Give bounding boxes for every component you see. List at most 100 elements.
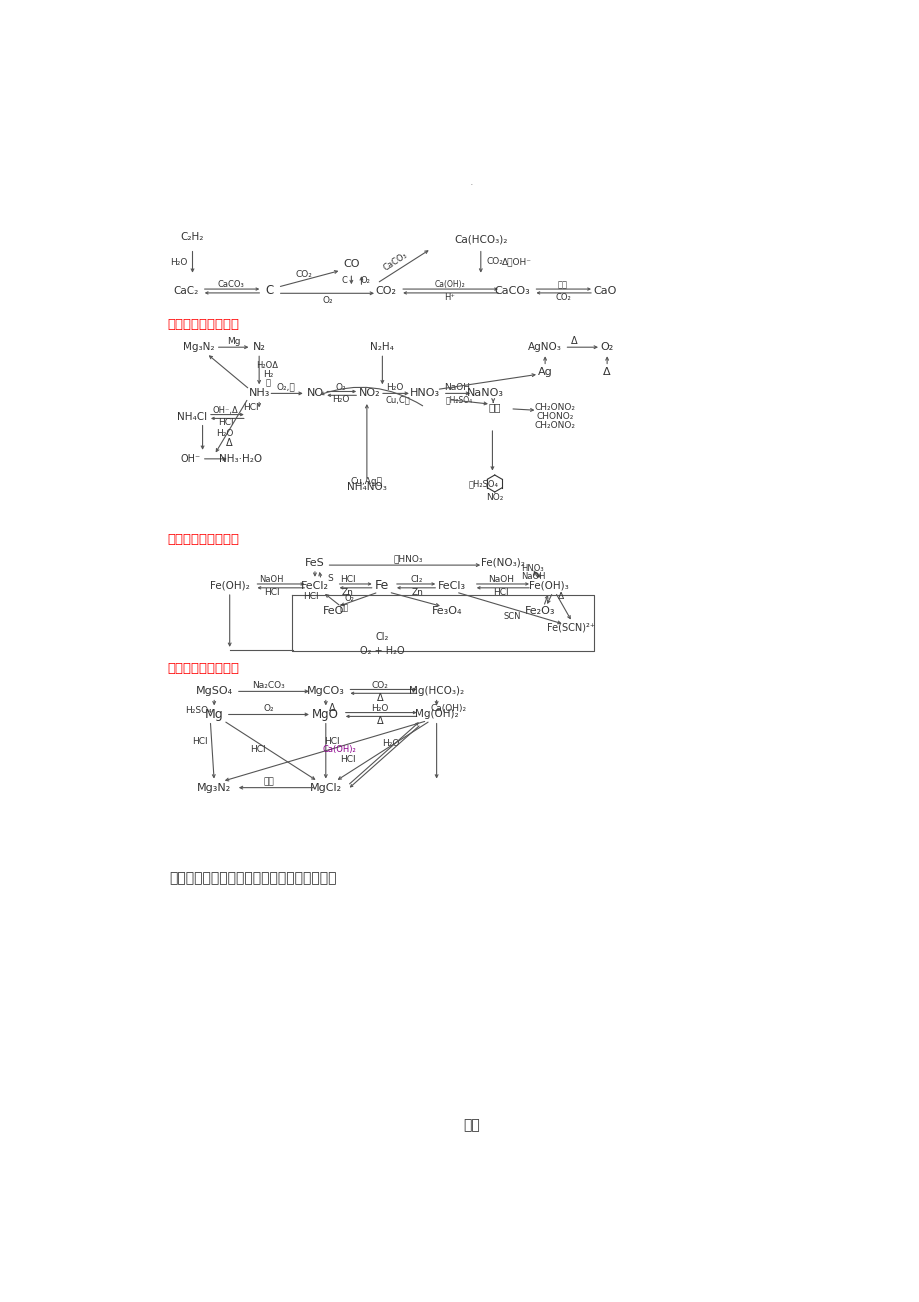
Text: CO₂: CO₂ xyxy=(554,293,570,302)
Text: NH₄NO₃: NH₄NO₃ xyxy=(346,482,386,492)
Text: Zn: Zn xyxy=(341,587,353,596)
Text: NH₄Cl: NH₄Cl xyxy=(177,411,208,422)
Text: MgCO₃: MgCO₃ xyxy=(307,686,345,697)
Text: O₂: O₂ xyxy=(600,342,613,353)
Text: NO: NO xyxy=(306,388,323,398)
Text: Zn: Zn xyxy=(411,587,423,596)
Text: NO₂: NO₂ xyxy=(485,493,503,501)
Text: Δ: Δ xyxy=(571,336,577,346)
Text: CaCO₃: CaCO₃ xyxy=(494,286,529,296)
Text: CO: CO xyxy=(343,259,359,270)
Text: HCl: HCl xyxy=(303,592,319,602)
Text: MgO: MgO xyxy=(312,708,339,721)
Text: C₂H₂: C₂H₂ xyxy=(181,232,204,242)
Text: 浓H₂SO₄: 浓H₂SO₄ xyxy=(445,395,472,404)
Text: OH⁻: OH⁻ xyxy=(181,454,200,464)
Text: Cu,C浓: Cu,C浓 xyxy=(385,395,410,404)
Text: CHONO₂: CHONO₂ xyxy=(536,411,573,421)
Text: Mg: Mg xyxy=(205,708,223,721)
Text: CaC₂: CaC₂ xyxy=(174,286,199,296)
Text: Fe(NO₃)₂: Fe(NO₃)₂ xyxy=(480,557,524,568)
Text: O₂: O₂ xyxy=(360,276,369,285)
Text: N₂: N₂ xyxy=(253,342,266,353)
Text: Mg₃N₂: Mg₃N₂ xyxy=(183,342,214,353)
Text: O₂: O₂ xyxy=(323,296,333,305)
Text: CaCO₃: CaCO₃ xyxy=(381,251,409,273)
Text: CO₂: CO₂ xyxy=(295,270,312,279)
Text: Δ: Δ xyxy=(328,703,335,713)
Text: MgCl₂: MgCl₂ xyxy=(310,783,342,793)
Text: O₂: O₂ xyxy=(263,704,274,712)
Text: Δ: Δ xyxy=(603,367,610,376)
Text: Fe₃O₄: Fe₃O₄ xyxy=(431,605,461,616)
Text: 氮及其化合物的转化: 氮及其化合物的转化 xyxy=(167,318,240,331)
Text: 催: 催 xyxy=(266,378,271,387)
Text: H₂OΔ: H₂OΔ xyxy=(255,361,278,370)
Text: Fe(SCN)²⁺: Fe(SCN)²⁺ xyxy=(546,622,594,633)
Text: Fe(OH)₂: Fe(OH)₂ xyxy=(210,581,249,591)
Text: O₂: O₂ xyxy=(335,383,346,392)
Text: Cl₂: Cl₂ xyxy=(375,633,389,642)
Text: HCl: HCl xyxy=(250,745,266,754)
Text: HNO₃: HNO₃ xyxy=(410,388,439,398)
Text: AgNO₃: AgNO₃ xyxy=(528,342,562,353)
Text: 高温: 高温 xyxy=(557,280,567,289)
Text: Fe₂O₃: Fe₂O₃ xyxy=(524,605,554,616)
Text: Δ或OH⁻: Δ或OH⁻ xyxy=(501,258,531,266)
Text: CO₂: CO₂ xyxy=(371,681,388,690)
Text: CaO: CaO xyxy=(593,286,616,296)
Text: 鐵及其化合物的转化: 鐵及其化合物的转化 xyxy=(167,534,240,547)
Text: NaOH: NaOH xyxy=(259,575,283,585)
Text: CH₂ONO₂: CH₂ONO₂ xyxy=(534,402,575,411)
Text: Mg₃N₂: Mg₃N₂ xyxy=(197,783,231,793)
Text: H₂: H₂ xyxy=(263,370,273,379)
Text: C: C xyxy=(341,276,347,285)
Text: 稀HNO₃: 稀HNO₃ xyxy=(392,555,422,564)
Text: H₂O: H₂O xyxy=(332,395,349,404)
Text: NH₃: NH₃ xyxy=(248,388,269,398)
Text: Mg: Mg xyxy=(227,337,240,346)
Text: OH⁻,Δ: OH⁻,Δ xyxy=(212,406,238,415)
Text: HCl: HCl xyxy=(218,418,233,427)
Text: 电解: 电解 xyxy=(263,777,274,786)
Text: HCl: HCl xyxy=(493,587,508,596)
Text: 高温: 高温 xyxy=(339,603,348,612)
Text: 甘油: 甘油 xyxy=(488,402,501,413)
Text: FeO: FeO xyxy=(323,605,344,616)
Text: NH₃·H₂O: NH₃·H₂O xyxy=(219,454,262,464)
Text: N₂H₄: N₂H₄ xyxy=(370,342,394,353)
Text: HCl: HCl xyxy=(192,737,208,746)
Text: SCN: SCN xyxy=(503,612,520,621)
Text: Δ: Δ xyxy=(376,693,383,703)
Text: Δ: Δ xyxy=(557,592,563,602)
Text: HCl: HCl xyxy=(244,402,259,411)
Text: C: C xyxy=(266,285,274,297)
Text: FeS: FeS xyxy=(305,557,324,568)
Text: H⁺: H⁺ xyxy=(444,293,455,302)
Text: H₂O: H₂O xyxy=(371,704,389,712)
Text: Cl₂: Cl₂ xyxy=(411,575,423,585)
Text: Fe: Fe xyxy=(375,579,389,592)
Text: NaNO₃: NaNO₃ xyxy=(467,388,504,398)
Text: H₂SO₄: H₂SO₄ xyxy=(185,706,212,715)
Text: MgSO₄: MgSO₄ xyxy=(196,686,233,697)
Text: Ca(OH)₂: Ca(OH)₂ xyxy=(323,745,357,754)
Text: FeCl₃: FeCl₃ xyxy=(437,581,466,591)
Text: H₂O: H₂O xyxy=(381,740,399,749)
Text: H₂O: H₂O xyxy=(386,383,403,392)
Text: NaOH: NaOH xyxy=(521,572,545,581)
Text: Na₂CO₃: Na₂CO₃ xyxy=(252,681,285,690)
Text: Cu,Ag稀: Cu,Ag稀 xyxy=(350,477,382,486)
Text: NO₂: NO₂ xyxy=(358,388,380,398)
Text: NaOH: NaOH xyxy=(443,383,470,392)
Text: 如有侵权请联系告知删除，感谢你们的配合！: 如有侵权请联系告知删除，感谢你们的配合！ xyxy=(169,871,336,885)
Text: H₂O: H₂O xyxy=(216,428,233,437)
Text: Ag: Ag xyxy=(538,367,552,376)
Text: 精品: 精品 xyxy=(462,1118,480,1131)
Text: CO₂: CO₂ xyxy=(486,258,503,266)
Text: ·: · xyxy=(470,181,472,190)
Text: O₂,催: O₂,催 xyxy=(276,383,295,392)
Text: Fe(OH)₃: Fe(OH)₃ xyxy=(528,581,568,591)
Text: FeCl₂: FeCl₂ xyxy=(301,581,329,591)
Text: Ca(OH)₂: Ca(OH)₂ xyxy=(430,704,466,712)
